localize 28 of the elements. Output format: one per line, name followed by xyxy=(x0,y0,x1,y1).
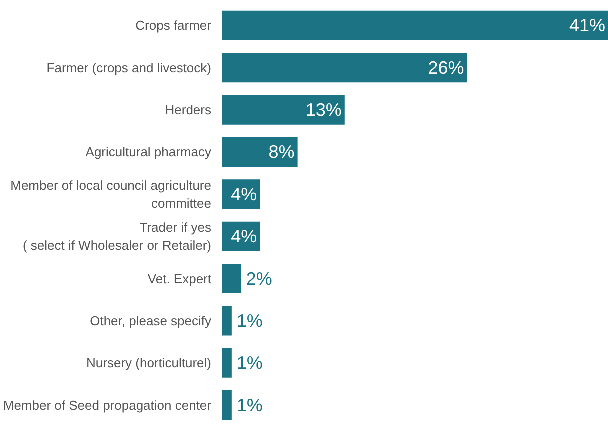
bar xyxy=(222,306,232,336)
data-label: 4% xyxy=(231,184,258,204)
data-label: 13% xyxy=(306,100,342,120)
data-label: 41% xyxy=(569,16,606,36)
y-tick-label: Vet. Expert xyxy=(148,271,212,286)
y-tick-label: Agricultural pharmacy xyxy=(86,144,212,160)
y-tick-label: Member of Seed propagation center xyxy=(3,398,212,413)
y-tick-label: Other, please specify xyxy=(90,313,212,328)
data-label: 4% xyxy=(231,226,258,247)
data-label: 8% xyxy=(268,142,295,162)
bar xyxy=(222,348,232,378)
bar xyxy=(222,95,345,125)
y-tick-label: Nursery (horticulturel) xyxy=(86,356,212,371)
y-tick-label: Trader if yes ( select if Wholesaler or Retailer) xyxy=(22,220,212,254)
bar xyxy=(222,53,468,83)
y-tick-label: Member of local council agriculture committee xyxy=(10,178,212,211)
bar xyxy=(222,390,232,420)
data-label: 1% xyxy=(236,353,263,374)
y-tick-label: Farmer (crops and livestock) xyxy=(46,60,212,76)
y-tick-label: Crops farmer xyxy=(136,18,212,34)
bar xyxy=(222,10,608,40)
y-tick-label: Herders xyxy=(165,102,212,118)
bar xyxy=(222,137,298,167)
data-label: 26% xyxy=(428,58,464,78)
bar xyxy=(222,264,242,294)
data-label: 1% xyxy=(236,310,263,331)
data-label: 2% xyxy=(246,268,272,289)
data-label: 1% xyxy=(236,395,263,416)
